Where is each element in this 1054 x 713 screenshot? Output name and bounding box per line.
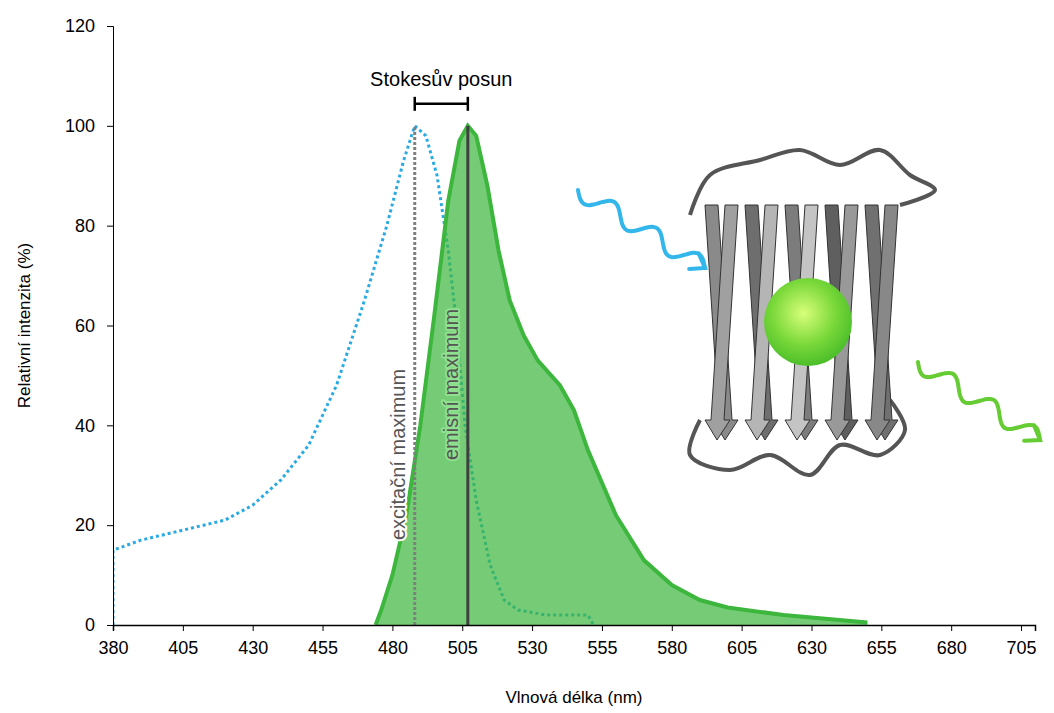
stokes-label: Stokesův posun <box>370 68 512 90</box>
y-tick: 40 <box>75 416 113 436</box>
light-wave <box>578 190 705 268</box>
x-tick: 380 <box>98 625 128 658</box>
x-tick: 455 <box>308 625 338 658</box>
x-tick-label: 430 <box>238 638 268 658</box>
x-tick: 480 <box>378 625 408 658</box>
y-tick: 20 <box>75 515 113 535</box>
x-tick-mark <box>1021 625 1022 631</box>
y-tick-label: 0 <box>85 615 95 635</box>
x-tick-mark <box>532 625 533 631</box>
x-tick-label: 555 <box>587 638 617 658</box>
x-tick-mark <box>811 625 812 631</box>
x-tick-mark <box>462 625 463 631</box>
x-axis-title: Vlnová délka (nm) <box>505 688 642 707</box>
y-tick-label: 100 <box>65 116 95 136</box>
x-tick: 505 <box>448 625 478 658</box>
x-tick-label: 630 <box>797 638 827 658</box>
x-tick-mark <box>392 625 393 631</box>
maximum-line <box>466 126 469 625</box>
x-tick: 530 <box>518 625 548 658</box>
x-tick: 430 <box>238 625 268 658</box>
x-axis: 380 405 430 455 480 505 530 555 580 605 630 655 680 7… <box>98 625 1036 658</box>
y-tick-mark <box>107 425 113 426</box>
x-tick-mark <box>602 625 603 631</box>
y-axis-line <box>107 27 114 626</box>
beta-strand <box>865 205 898 440</box>
chromophore <box>764 278 852 366</box>
y-tick: 60 <box>75 316 113 336</box>
protein-illustration <box>578 150 1040 475</box>
y-tick-label: 40 <box>75 416 95 436</box>
x-tick-label: 505 <box>448 638 478 658</box>
stokes-bracket-end <box>413 97 416 111</box>
stokes-bracket <box>415 97 468 111</box>
emission-line <box>376 126 868 625</box>
x-tick: 580 <box>657 625 687 658</box>
x-tick: 605 <box>727 625 757 658</box>
beta-strand <box>705 205 738 440</box>
y-axis: 0 20 40 60 80 100 120 <box>65 16 114 635</box>
x-tick-mark <box>672 625 673 631</box>
x-tick-mark <box>323 625 324 631</box>
x-tick-mark <box>183 625 184 631</box>
chart: 380 405 430 455 480 505 530 555 580 605 630 655 680 7… <box>0 0 1054 713</box>
y-tick-mark <box>107 326 113 327</box>
x-tick-mark <box>881 625 882 631</box>
x-tick-label: 480 <box>378 638 408 658</box>
x-tick-label: 580 <box>657 638 687 658</box>
x-axis-line <box>114 626 1036 632</box>
light-wave <box>918 362 1040 440</box>
y-tick-mark <box>107 625 113 626</box>
x-tick: 705 <box>1007 625 1037 658</box>
y-tick: 80 <box>75 216 113 236</box>
x-tick: 655 <box>867 625 897 658</box>
beta-strand <box>865 205 898 440</box>
y-tick-mark <box>107 525 113 526</box>
x-tick: 680 <box>937 625 967 658</box>
y-tick-mark <box>107 226 113 227</box>
x-tick: 405 <box>168 625 198 658</box>
x-tick-label: 405 <box>168 638 198 658</box>
maximum-line <box>413 126 416 625</box>
light-wave-head <box>689 253 705 269</box>
maximum-label: excitační maximum <box>387 369 409 540</box>
y-tick-label: 60 <box>75 316 95 336</box>
beta-strand <box>705 205 738 440</box>
x-tick-label: 680 <box>937 638 967 658</box>
stokes-bracket-line <box>415 103 468 106</box>
y-tick: 0 <box>85 615 113 635</box>
x-tick-label: 655 <box>867 638 897 658</box>
x-tick-mark <box>742 625 743 631</box>
y-tick-label: 20 <box>75 515 95 535</box>
x-tick-label: 530 <box>518 638 548 658</box>
x-tick-label: 605 <box>727 638 757 658</box>
x-tick-label: 455 <box>308 638 338 658</box>
y-tick: 100 <box>65 116 113 136</box>
x-tick-mark <box>253 625 254 631</box>
maximum-label: emisní maximum <box>440 309 462 460</box>
y-axis-title: Relativní intenzita (%) <box>15 243 34 408</box>
y-tick-mark <box>107 126 113 127</box>
y-tick-mark <box>107 26 113 27</box>
y-tick: 120 <box>65 16 113 36</box>
x-tick: 630 <box>797 625 827 658</box>
light-wave-head <box>1024 425 1040 440</box>
y-tick-label: 80 <box>75 216 95 236</box>
plot-area <box>113 126 867 625</box>
stokes-bracket-end <box>467 97 470 111</box>
y-tick-label: 120 <box>65 16 95 36</box>
x-tick-label: 380 <box>98 638 128 658</box>
emission-area <box>376 126 868 625</box>
x-tick-mark <box>951 625 952 631</box>
x-tick: 555 <box>587 625 617 658</box>
x-tick-label: 705 <box>1007 638 1037 658</box>
